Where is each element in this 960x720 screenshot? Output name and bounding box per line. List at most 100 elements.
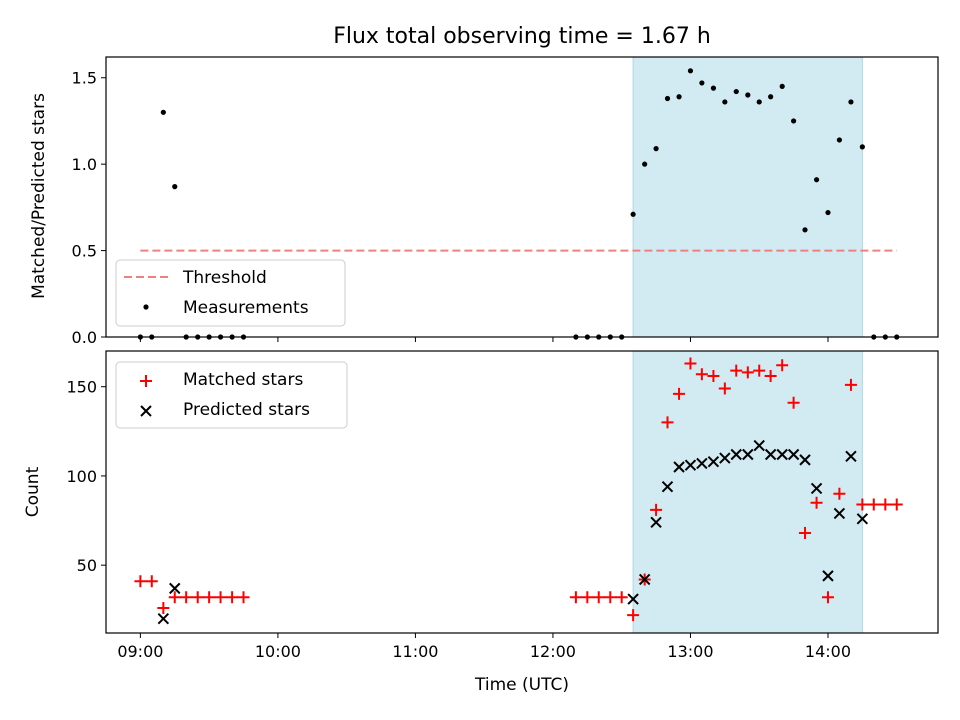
measurement-point — [859, 144, 865, 150]
matched-star-point — [730, 364, 743, 377]
matched-star-point — [787, 396, 800, 409]
predicted-star-point — [822, 570, 834, 582]
predicted-star-point — [833, 507, 846, 520]
top-legend: Threshold Measurements — [115, 259, 346, 327]
predicted-star-point — [650, 516, 662, 529]
matched-star-point — [707, 369, 720, 382]
matched-star-point — [569, 591, 582, 604]
legend-predicted-swatch — [140, 405, 152, 417]
predicted-star-point — [157, 613, 170, 625]
y-tick-label: 100 — [66, 467, 97, 486]
top-legend-frame — [115, 259, 346, 327]
observing-span — [632, 56, 863, 338]
predicted-star-point — [661, 480, 674, 493]
measurement-point — [160, 109, 166, 115]
measurement-point — [733, 88, 739, 95]
measurement-point — [813, 177, 820, 183]
measurement-point — [756, 99, 762, 105]
predicted-star-point — [730, 448, 742, 461]
matched-star-point — [856, 498, 869, 511]
y-tick-label: 50 — [77, 556, 97, 575]
matched-star-point — [180, 591, 193, 604]
measurement-point — [802, 227, 808, 233]
matched-star-point — [810, 496, 823, 509]
x-tick-label: 13:00 — [667, 642, 713, 661]
matched-star-point — [214, 591, 227, 604]
y-tick-label: 150 — [66, 378, 97, 397]
count-panel: 50 100 150 09:00 10:00 11:00 12:00 13:00 14:00 — [66, 350, 939, 661]
predicted-star-point — [764, 448, 777, 461]
measurement-point — [642, 161, 648, 167]
matched-star-point — [890, 498, 903, 511]
predicted-star-point — [810, 482, 823, 495]
legend-measurements-swatch — [143, 304, 149, 310]
measurement-point — [825, 209, 831, 216]
predicted-star-point — [845, 450, 857, 463]
matched-star-point — [592, 591, 605, 604]
matched-star-point — [844, 378, 857, 391]
measurement-point — [664, 95, 671, 102]
matched-star-point — [684, 357, 697, 370]
y-tick-label: 1.5 — [72, 69, 97, 88]
matched-star-point — [226, 591, 239, 604]
matched-star-point — [833, 487, 846, 500]
predicted-star-point — [787, 448, 800, 461]
measurement-point — [630, 211, 636, 217]
top-y-axis-label: Matched/Predicted stars — [29, 93, 49, 299]
measurement-point — [710, 85, 717, 91]
measurement-point — [848, 99, 854, 105]
predicted-star-point — [799, 454, 811, 466]
matched-star-point — [741, 366, 754, 379]
y-tick-label: 1.0 — [72, 155, 97, 174]
predicted-star-point — [169, 582, 181, 595]
matched-star-point — [753, 364, 766, 377]
matched-star-point — [203, 591, 216, 604]
legend-matched-label: Matched stars — [183, 370, 303, 390]
predicted-star-point — [696, 457, 708, 470]
matched-star-point — [650, 503, 663, 516]
predicted-star-point — [638, 573, 651, 586]
matched-star-point — [191, 591, 204, 604]
measurement-point — [791, 118, 797, 124]
axes-frame — [105, 350, 939, 634]
x-tick-label: 14:00 — [805, 642, 851, 661]
matched-star-point — [718, 382, 731, 395]
matched-star-point — [867, 498, 880, 511]
matched-star-point — [615, 591, 628, 604]
matched-star-point — [237, 591, 250, 604]
axes-frame — [105, 56, 939, 338]
predicted-star-point — [856, 513, 869, 525]
measurement-point — [722, 99, 728, 105]
predicted-star-point — [627, 593, 639, 605]
legend-measurements-label: Measurements — [183, 298, 309, 318]
matched-star-point — [157, 602, 170, 615]
matched-star-point — [879, 498, 892, 511]
predicted-star-point — [753, 439, 765, 452]
x-tick-label: 09:00 — [117, 642, 163, 661]
x-tick-label: 10:00 — [255, 642, 301, 661]
measurement-point — [687, 68, 694, 74]
measurement-point — [699, 80, 705, 86]
predicted-star-point — [719, 452, 731, 464]
bottom-y-axis-label: Count — [23, 466, 43, 517]
measurement-point — [676, 94, 682, 100]
matched-star-point — [821, 591, 834, 604]
measurement-point — [779, 83, 785, 89]
measurement-point — [836, 137, 842, 143]
bottom-legend-frame — [115, 361, 348, 429]
measurement-point — [172, 184, 178, 190]
x-tick-label: 11:00 — [392, 642, 438, 661]
matched-star-point — [799, 527, 812, 540]
legend-matched-swatch — [140, 375, 152, 387]
matched-star-point — [581, 591, 594, 604]
predicted-star-point — [707, 455, 720, 468]
bottom-legend: Matched stars Predicted stars — [115, 361, 348, 429]
legend-predicted-label: Predicted stars — [183, 400, 310, 420]
predicted-star-point — [673, 461, 685, 473]
matched-star-point — [627, 609, 640, 622]
matched-star-point — [134, 575, 147, 588]
ratio-panel: 0.0 0.5 1.0 1.5 — [72, 56, 939, 347]
matched-star-point — [776, 359, 789, 372]
measurement-point — [745, 92, 751, 98]
